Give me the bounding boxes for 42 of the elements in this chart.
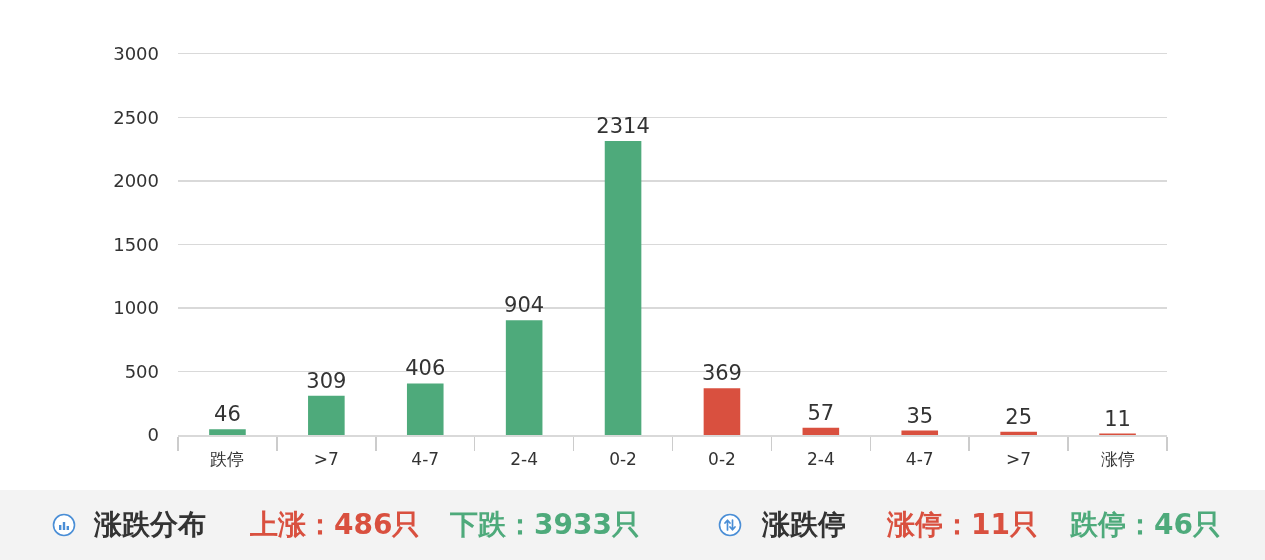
data-label: 2314 [596, 114, 650, 139]
y-tick-label: 1500 [113, 233, 159, 255]
x-tick-label: 2-4 [806, 448, 835, 469]
x-tick-label: 跌停 [210, 448, 245, 469]
x-tick-label: 涨停 [1100, 448, 1135, 469]
y-tick-label: 3000 [113, 43, 159, 65]
y-tick-label: 500 [124, 360, 159, 382]
y-tick-label: 2000 [113, 170, 159, 192]
text: 下跌：3933只 [450, 507, 640, 543]
y-tick-label: 1000 [113, 297, 159, 319]
bar [604, 141, 642, 435]
x-tick-label: 0-2 [708, 448, 736, 469]
x-tick-label: >7 [313, 448, 339, 469]
data-label: 25 [1005, 404, 1033, 429]
x-tick-label: 0-2 [609, 448, 637, 469]
data-label: 309 [306, 368, 347, 393]
x-tick-label: 2-4 [510, 448, 539, 469]
x-tick-label: >7 [1006, 448, 1032, 469]
data-label: 369 [701, 361, 742, 386]
data-label: 904 [504, 293, 545, 318]
bar [802, 427, 840, 435]
bar [406, 383, 444, 435]
text: 上涨：486只 [250, 507, 421, 543]
y-tick-label: 0 [147, 424, 159, 446]
bar [703, 388, 741, 435]
data-label: 46 [214, 402, 241, 427]
bar [308, 395, 345, 435]
bar [901, 430, 939, 435]
x-tick-label: 4-7 [411, 448, 440, 469]
text: 跌停：46只 [1070, 507, 1221, 543]
data-label: 35 [906, 403, 934, 428]
y-tick-label: 2500 [113, 106, 159, 128]
x-tick-label: 4-7 [905, 448, 934, 469]
bar [1000, 431, 1037, 435]
bar [209, 429, 246, 435]
data-label: 11 [1104, 406, 1131, 431]
text: 涨跌分布 [94, 507, 206, 543]
text: 涨跌停 [762, 507, 846, 543]
data-label: 57 [807, 400, 835, 425]
bar [505, 320, 543, 435]
data-label: 406 [405, 356, 446, 381]
text: 涨停：11只 [887, 507, 1038, 543]
